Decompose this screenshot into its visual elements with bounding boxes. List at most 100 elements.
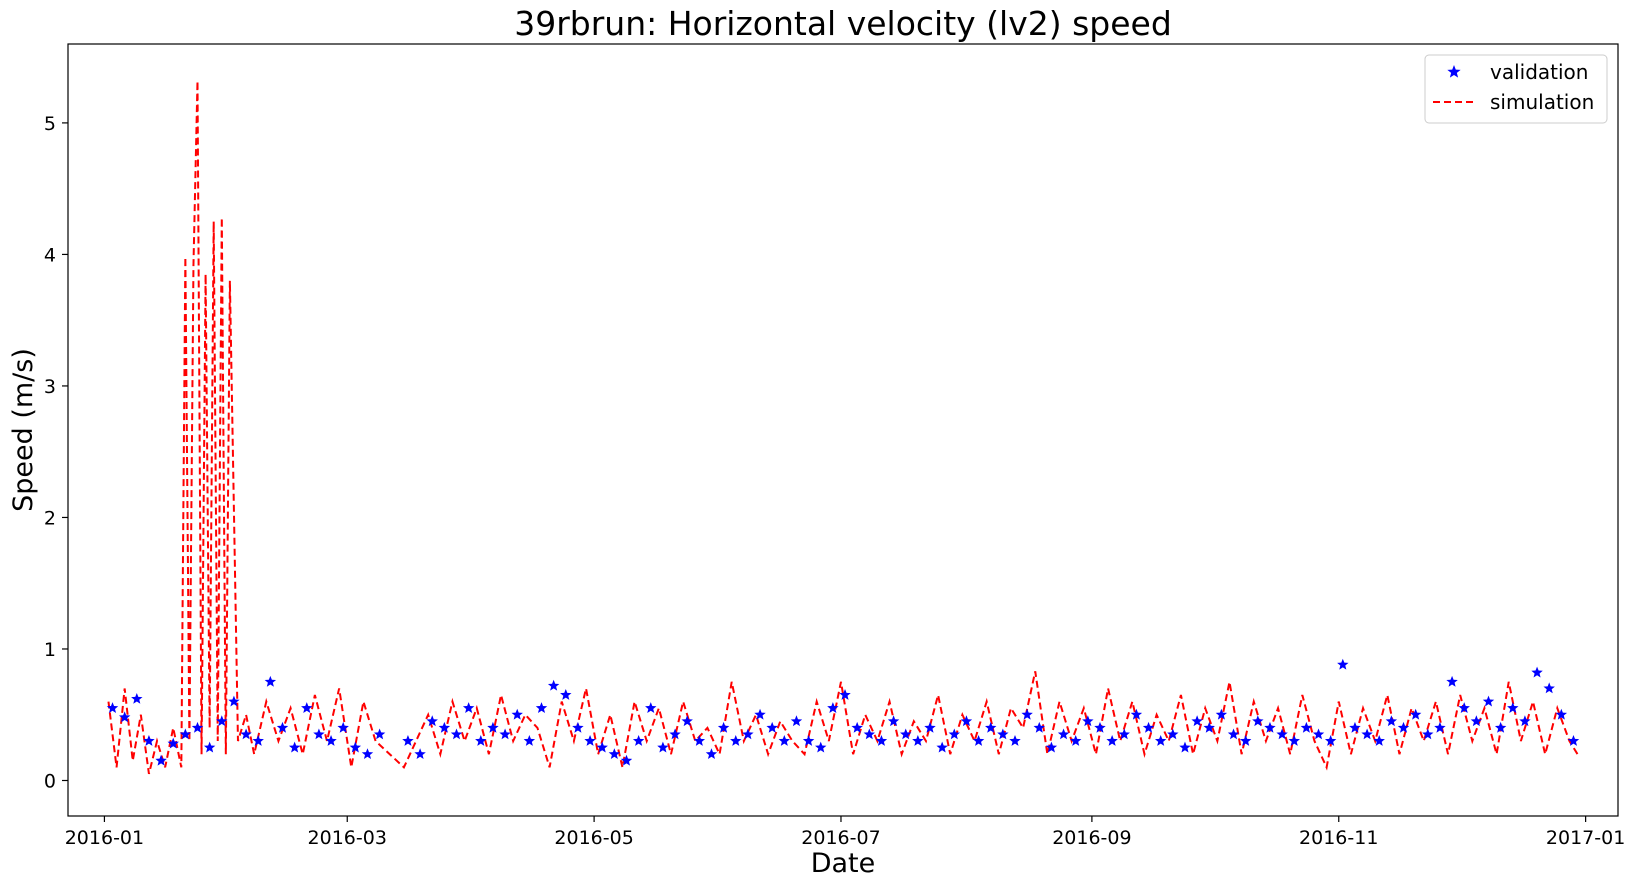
x-axis-label: Date [811, 848, 876, 879]
validation-point [499, 728, 511, 740]
validation-point [912, 735, 924, 746]
validation-point [790, 715, 803, 727]
validation-point [511, 708, 523, 720]
validation-point [216, 715, 228, 727]
validation-point [645, 702, 657, 714]
validation-point [572, 721, 584, 733]
y-tick-label: 1 [44, 639, 56, 661]
validation-point [426, 715, 438, 727]
legend-box [1424, 54, 1608, 124]
validation-point [936, 741, 948, 753]
validation-point [143, 735, 155, 746]
validation-point [1519, 715, 1531, 727]
validation-point [106, 702, 119, 714]
validation-point [1215, 708, 1228, 720]
validation-point [1227, 728, 1240, 740]
y-tick-label: 0 [44, 770, 56, 792]
validation-point [1252, 715, 1264, 727]
validation-point [523, 735, 536, 746]
validation-point [1021, 708, 1033, 720]
y-tick-label: 5 [44, 113, 56, 135]
validation-point [1106, 735, 1118, 746]
validation-point [972, 735, 985, 746]
legend-simulation-label: simulation [1490, 90, 1594, 114]
validation-point [1300, 721, 1313, 733]
validation-point [1422, 728, 1434, 740]
x-tick-label: 2016-03 [308, 827, 387, 849]
validation-point [560, 689, 572, 700]
validation-point [264, 675, 277, 687]
validation-point [252, 735, 264, 746]
validation-point [863, 728, 876, 740]
validation-point [742, 728, 754, 740]
validation-point [1397, 721, 1410, 733]
validation-point [802, 735, 815, 746]
validation-point [1349, 721, 1361, 733]
validation-point [191, 721, 204, 733]
validation-point [693, 735, 706, 746]
validation-point [717, 721, 730, 733]
validation-point [1337, 658, 1349, 670]
x-tick-label: 2016-01 [65, 827, 144, 849]
validation-point [1094, 721, 1106, 733]
validation-point [487, 721, 499, 733]
validation-point [705, 748, 718, 760]
validation-point [608, 748, 621, 760]
validation-point [313, 728, 325, 740]
validation-point [288, 741, 301, 753]
axes-frame [67, 43, 1619, 817]
validation-point [839, 689, 851, 700]
validation-point [766, 721, 778, 733]
validation-point [203, 741, 216, 753]
x-tick-label: 2017-01 [1546, 827, 1625, 849]
validation-point [1312, 728, 1325, 740]
validation-point [1082, 715, 1094, 727]
validation-point [1567, 735, 1580, 746]
x-tick-label: 2016-11 [1299, 827, 1378, 849]
validation-point [1191, 715, 1203, 727]
validation-point [438, 721, 451, 733]
validation-point [948, 728, 960, 740]
validation-point [997, 728, 1009, 740]
validation-point [1179, 741, 1191, 753]
validation-point [1494, 721, 1507, 733]
validation-point [1203, 721, 1215, 733]
validation-point [402, 735, 414, 746]
validation-point [535, 702, 548, 714]
validation-point [547, 679, 560, 691]
validation-point [1033, 721, 1045, 733]
validation-point [632, 735, 645, 746]
validation-point [179, 728, 192, 740]
validation-point [1446, 675, 1458, 687]
validation-point [1009, 735, 1021, 746]
validation-point [1543, 682, 1555, 694]
validation-point [669, 728, 681, 740]
validation-point [349, 741, 362, 753]
axes: 2016-01 2016-03 2016-05 2016-07 2016-09 2016-… [44, 113, 1625, 849]
validation-point [475, 735, 487, 746]
validation-point [131, 692, 143, 704]
validation-point [681, 715, 693, 727]
validation-point [414, 748, 426, 760]
validation-point [827, 702, 839, 714]
chart-title: 39rbrun: Horizontal velocity (lv2) speed [514, 4, 1172, 43]
validation-point [1276, 728, 1288, 740]
validation-point [118, 711, 131, 723]
validation-point [1555, 708, 1568, 720]
validation-point [276, 721, 289, 733]
validation-point [620, 754, 633, 766]
x-tick-label: 2016-05 [554, 827, 633, 849]
validation-point [1142, 721, 1155, 733]
validation-point [325, 735, 337, 746]
validation-point [1507, 702, 1519, 714]
validation-point [1045, 741, 1058, 753]
validation-point [1154, 735, 1167, 746]
validation-point [1264, 721, 1276, 733]
y-tick-label: 4 [44, 244, 56, 266]
validation-point [361, 748, 374, 760]
validation-point [1482, 695, 1495, 707]
validation-point [778, 735, 791, 746]
validation-point [1373, 735, 1385, 746]
